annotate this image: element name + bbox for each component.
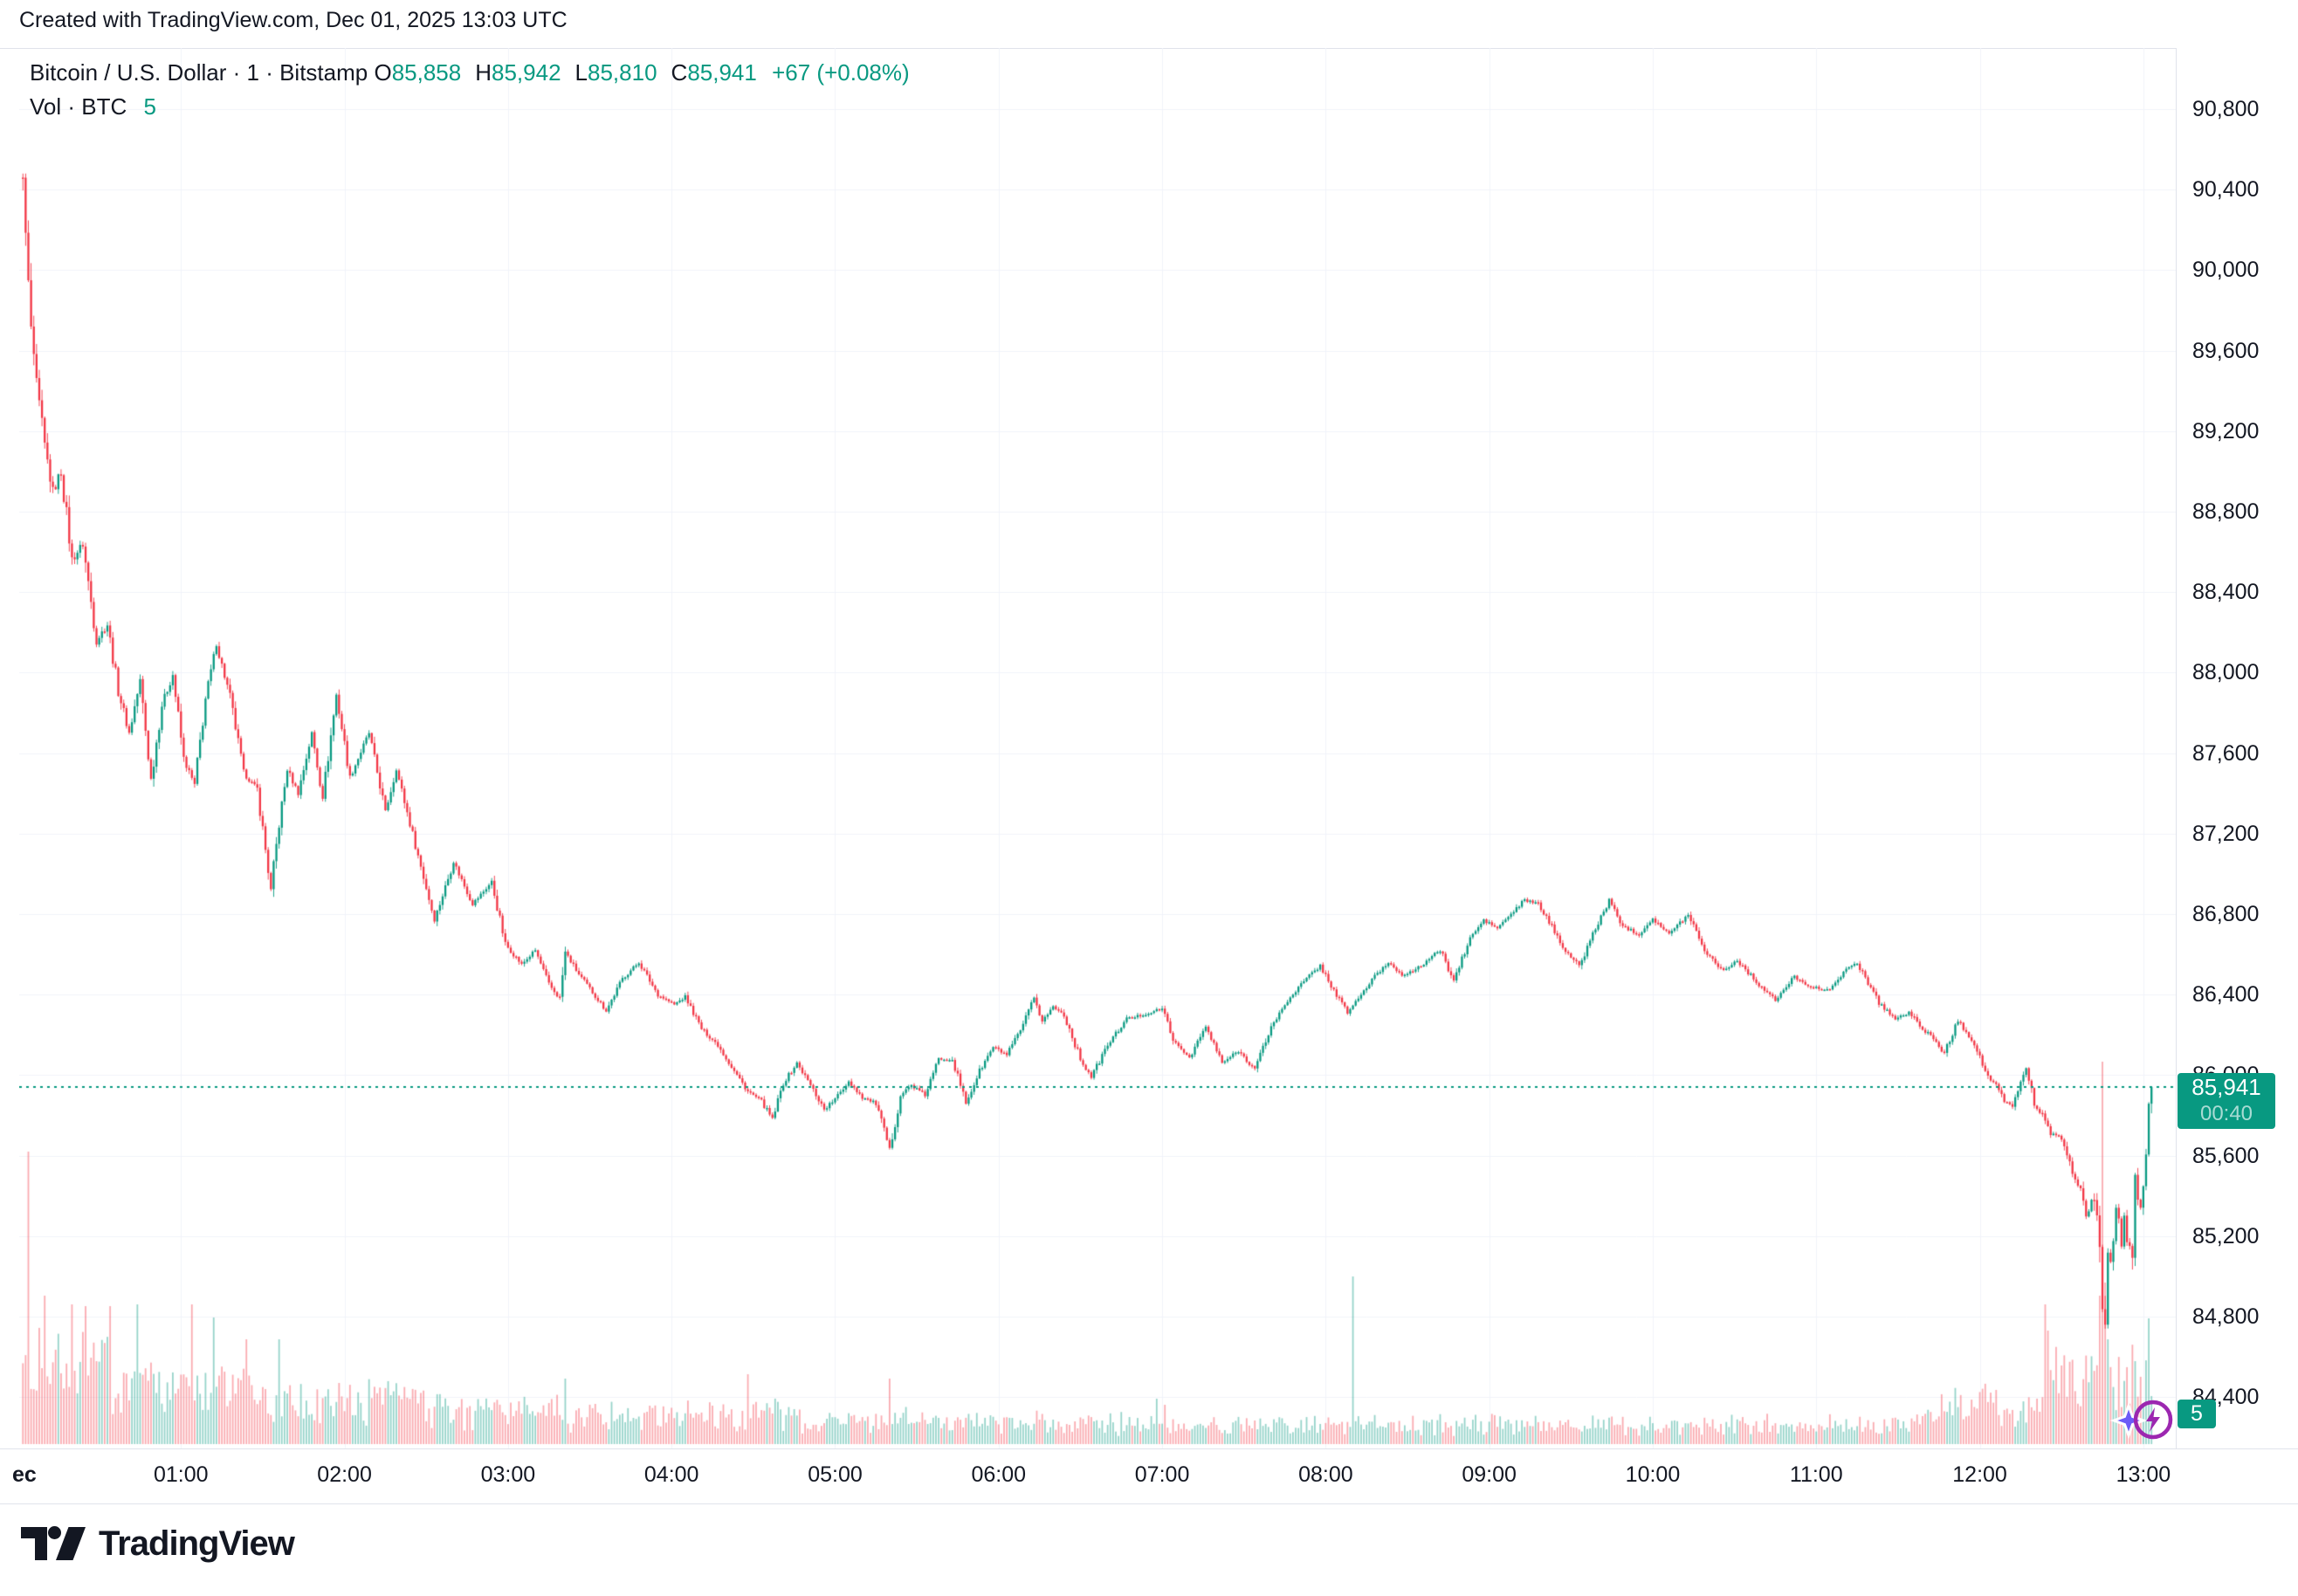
time-axis-label: 09:00 — [1462, 1462, 1517, 1487]
time-axis-label: 11:00 — [1789, 1462, 1843, 1487]
price-axis-label: 89,600 — [2192, 338, 2260, 363]
price-axis-label: 89,200 — [2192, 418, 2260, 444]
ohlc-value: 85,941 — [687, 59, 757, 86]
price-axis[interactable]: 90,800 90,400 90,000 89,600 89,200 88,800 88,4… — [2177, 48, 2298, 1448]
change-value: +67 (+0.08%) — [772, 59, 910, 86]
price-axis-label: 90,000 — [2192, 258, 2260, 283]
ohlc-values: O85,858 H85,942 L85,810 C85,941 — [374, 59, 756, 86]
price-axis-label: 86,400 — [2192, 982, 2260, 1008]
symbol-title[interactable]: Bitcoin / U.S. Dollar · 1 · Bitstamp — [30, 59, 368, 86]
ohlc-key: H — [475, 59, 492, 86]
time-axis-label: 12:00 — [1952, 1462, 2007, 1487]
time-axis[interactable]: ec 01:00 02:00 03:00 04:00 05:00 06:00 07:00 08:… — [0, 1449, 2298, 1503]
chart-legend: Bitcoin / U.S. Dollar · 1 · Bitstamp O85… — [30, 59, 910, 120]
widget-bottom-border — [0, 1503, 2298, 1504]
time-axis-label: 06:00 — [971, 1462, 1027, 1487]
credit-line: Created with TradingView.com, Dec 01, 20… — [19, 8, 568, 32]
time-axis-label: 08:00 — [1298, 1462, 1353, 1487]
current-price-value: 85,941 — [2191, 1074, 2261, 1100]
price-axis-label: 85,200 — [2192, 1223, 2260, 1249]
volume-value-badge: 5 — [2178, 1400, 2216, 1428]
time-axis-label: 13:00 — [2116, 1462, 2171, 1487]
price-axis-label: 90,800 — [2192, 97, 2260, 121]
price-axis-label: 90,400 — [2192, 177, 2260, 203]
volume-indicator-label[interactable]: Vol · BTC — [30, 93, 127, 120]
time-axis-label: 01:00 — [154, 1462, 209, 1487]
ohlc-key: L — [574, 59, 588, 86]
price-axis-label: 84,800 — [2192, 1304, 2260, 1329]
ohlc-value: 85,942 — [492, 59, 561, 86]
price-axis-label: 88,400 — [2192, 580, 2260, 605]
tradingview-logo[interactable]: TradingView — [20, 1521, 295, 1566]
candle-countdown: 00:40 — [2199, 1102, 2253, 1125]
price-axis-label: 87,200 — [2192, 821, 2260, 846]
tradingview-logo-text: TradingView — [99, 1524, 295, 1563]
ohlc-value: 85,810 — [588, 59, 657, 86]
volume-indicator-value: 5 — [143, 93, 156, 120]
time-axis-label: 02:00 — [317, 1462, 372, 1487]
price-axis-border — [2176, 48, 2177, 1448]
tradingview-logo-glyph — [21, 1526, 86, 1560]
current-price-badge: 85,941 00:40 — [2178, 1073, 2275, 1129]
price-axis-label: 86,800 — [2192, 902, 2260, 926]
time-axis-label: 10:00 — [1625, 1462, 1681, 1487]
price-chart-canvas[interactable] — [19, 48, 2176, 1448]
time-axis-label: 04:00 — [643, 1462, 699, 1487]
time-axis-label: 03:00 — [480, 1462, 536, 1487]
price-axis-label: 85,600 — [2192, 1143, 2260, 1168]
time-axis-border — [0, 1448, 2298, 1449]
price-axis-label: 88,800 — [2192, 499, 2260, 524]
price-axis-label: 88,000 — [2192, 660, 2260, 685]
price-axis-label: 87,600 — [2192, 740, 2260, 766]
time-axis-date-label: ec — [12, 1462, 37, 1487]
boost-lightning-icon[interactable] — [2108, 1392, 2191, 1459]
time-axis-label: 07:00 — [1134, 1462, 1190, 1487]
ohlc-key: O — [374, 59, 392, 86]
ohlc-value: 85,858 — [391, 59, 462, 86]
time-axis-label: 05:00 — [808, 1462, 863, 1487]
ohlc-key: C — [671, 59, 688, 86]
